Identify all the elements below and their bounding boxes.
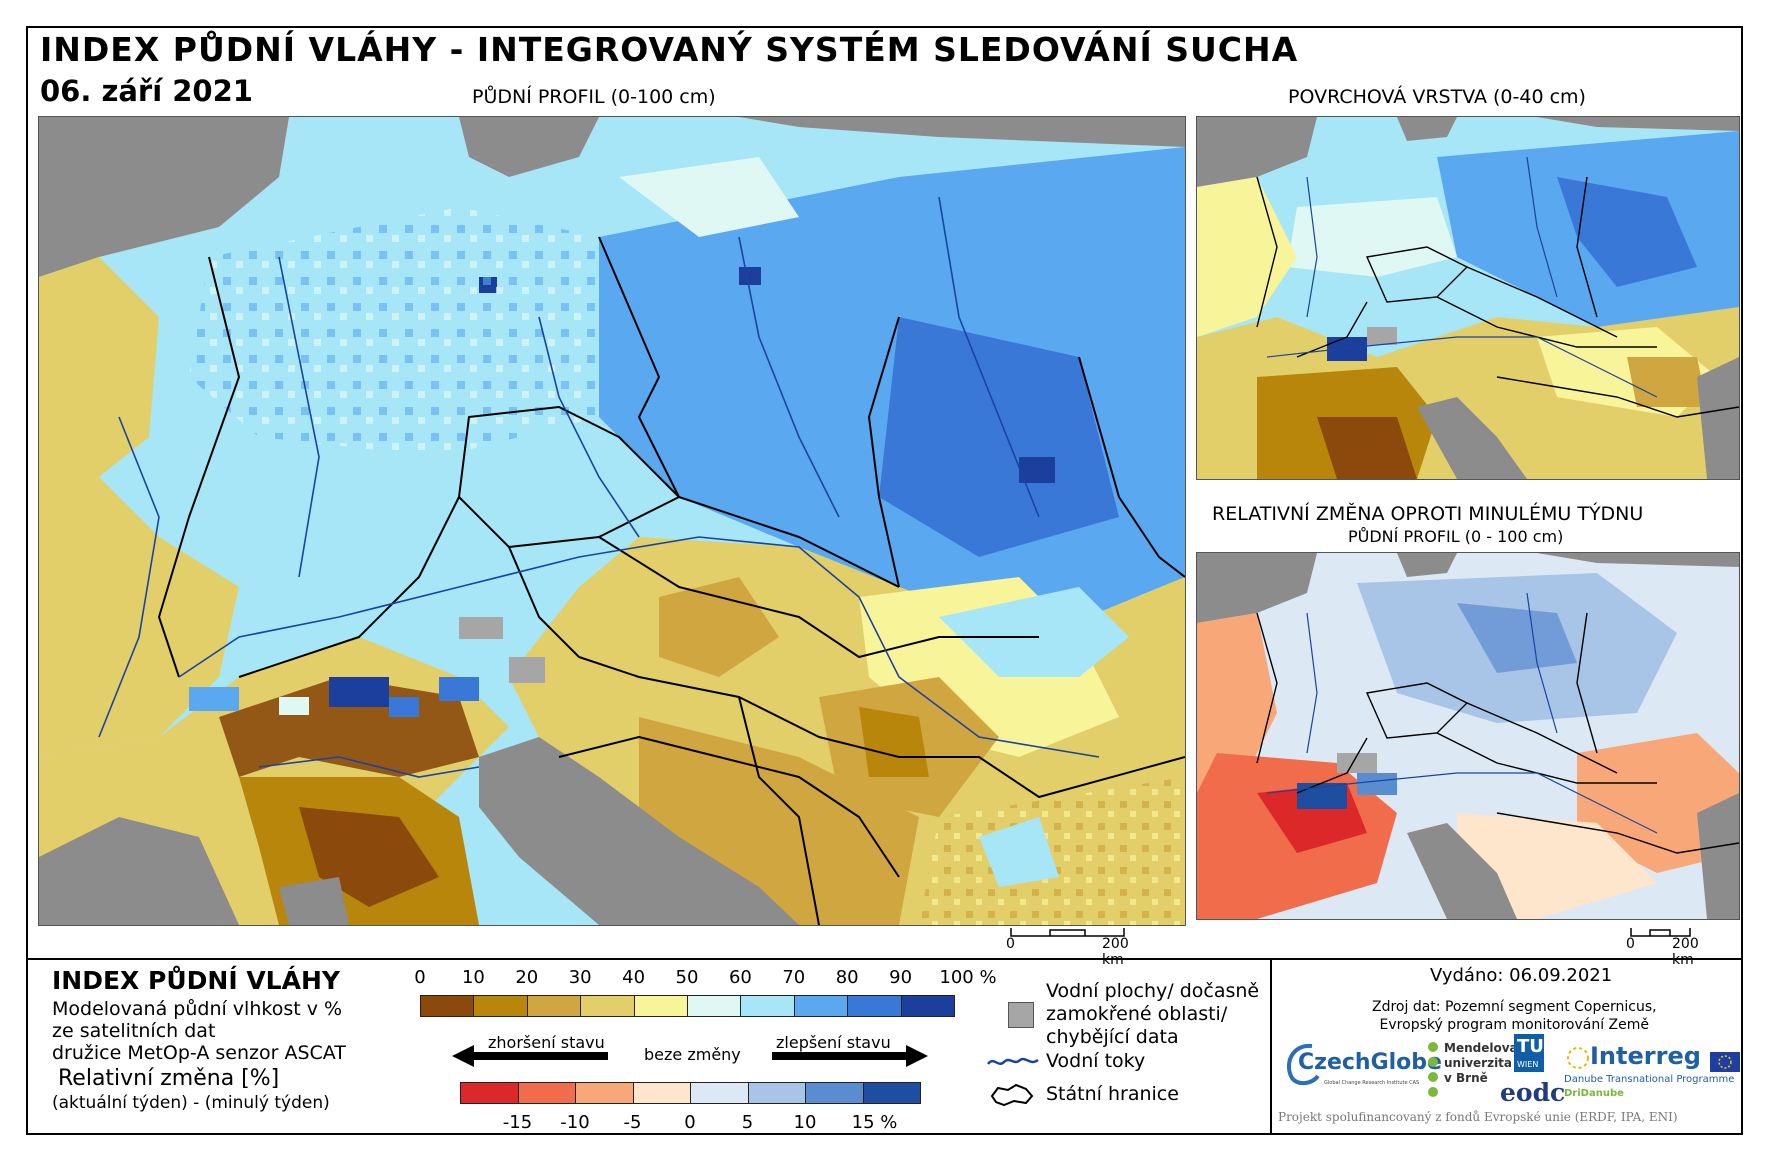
czechglobe-name: CzechGlobe	[1298, 1050, 1442, 1075]
index-swatch-3	[580, 995, 635, 1017]
data-source: Zdroj dat: Pozemní segment Copernicus, E…	[1372, 998, 1657, 1034]
index-tick-label: 90	[889, 967, 913, 988]
info-divider	[1270, 958, 1272, 1135]
main-scale-label: 200 km	[1102, 936, 1129, 968]
index-tick-label: 20	[515, 967, 539, 988]
change-swatch-6	[805, 1082, 864, 1104]
index-tick-label: 70	[782, 967, 806, 988]
change-swatch-4	[690, 1082, 749, 1104]
key-water-line2: zamokřené oblasti/	[1046, 1003, 1228, 1025]
change-map-sublabel: PŮDNÍ PROFIL (0 - 100 cm)	[1348, 527, 1564, 546]
change-tick-label: 10	[793, 1112, 817, 1133]
index-swatch-0	[420, 995, 475, 1017]
mendel-dots-icon	[1428, 1042, 1438, 1097]
worse-label: zhoršení stavu	[488, 1033, 605, 1052]
index-swatch-4	[633, 995, 688, 1017]
change-tick-label: 15 %	[851, 1112, 898, 1133]
main-map-label: PŮDNÍ PROFIL (0-100 cm)	[472, 86, 716, 108]
interreg-name: Interreg	[1590, 1042, 1701, 1070]
change-swatch-3	[632, 1082, 691, 1104]
mendel-line1: Mendelova	[1444, 1041, 1518, 1055]
index-swatch-2	[526, 995, 582, 1017]
tu-wien-sub: WIEN	[1517, 1060, 1539, 1069]
issue-date: 06. září 2021	[40, 74, 253, 108]
key-rivers: Vodní toky	[1046, 1050, 1146, 1072]
key-borders: Státní hranice	[1046, 1083, 1179, 1105]
index-swatch-6	[740, 995, 795, 1017]
index-tick-label: 50	[675, 967, 699, 988]
change-tick-label: 0	[684, 1112, 696, 1133]
issued-date: Vydáno: 06.09.2021	[1430, 965, 1613, 986]
key-water-line1: Vodní plochy/ dočasně	[1046, 980, 1260, 1002]
legend-divider	[26, 958, 1743, 960]
main-soil-moisture-map	[38, 116, 1186, 926]
better-label: zlepšení stavu	[776, 1033, 891, 1052]
key-water: Vodní plochy/ dočasně zamokřené oblasti/…	[1046, 980, 1259, 1049]
index-tick-label: 30	[568, 967, 592, 988]
dridanube-name: DriDanube	[1564, 1088, 1624, 1099]
change-tick-label: -15	[502, 1112, 533, 1133]
index-tick-label: 0	[414, 967, 426, 988]
surface-layer-map	[1196, 116, 1740, 480]
index-swatch-7	[793, 995, 849, 1017]
index-swatch-5	[687, 995, 742, 1017]
page-title: INDEX PŮDNÍ VLÁHY - INTEGROVANÝ SYSTÉM S…	[40, 30, 1299, 69]
relative-change-map	[1196, 552, 1740, 920]
index-swatch-9	[900, 995, 955, 1017]
small-scale-zero: 0	[1626, 936, 1635, 952]
czechglobe-swirl-icon	[1286, 1043, 1320, 1085]
eu-funding-note: Projekt spolufinancovaný z fondů Evropsk…	[1278, 1110, 1678, 1124]
small-scale-label: 200 km	[1672, 936, 1699, 968]
change-swatch-0	[460, 1082, 519, 1104]
tu-wien-logo: TU WIEN	[1514, 1034, 1544, 1072]
legend-description: Modelovaná půdní vlhkost v % ze satelitn…	[52, 998, 346, 1064]
missing-data-swatch	[1008, 1002, 1034, 1028]
mendel-line3: v Brně	[1444, 1071, 1488, 1085]
worse-arrow-icon	[452, 1045, 608, 1067]
index-swatch-8	[847, 995, 902, 1017]
change-swatch-7	[862, 1082, 921, 1104]
index-tick-label: 60	[728, 967, 752, 988]
czechglobe-subtitle: Global Change Research Institute CAS	[1324, 1080, 1420, 1086]
change-tick-label: -10	[560, 1112, 590, 1133]
change-tick-label: -5	[623, 1112, 642, 1133]
change-swatch-5	[747, 1082, 806, 1104]
surface-map-label: POVRCHOVÁ VRSTVA (0-40 cm)	[1288, 86, 1586, 108]
eu-flag-icon	[1710, 1052, 1740, 1072]
interreg-star-icon	[1567, 1047, 1589, 1069]
legend-desc-line2: ze satelitních dat	[52, 1020, 216, 1042]
change-swatch-1	[517, 1082, 576, 1104]
change-tick-label: 5	[741, 1112, 754, 1133]
relative-change-subtitle: (aktuální týden) - (minulý týden)	[52, 1093, 330, 1113]
index-tick-label: 80	[835, 967, 859, 988]
interreg-subtitle: Danube Transnational Programme	[1564, 1074, 1735, 1085]
relative-change-title: Relativní změna [%]	[58, 1066, 280, 1091]
no-change-label: beze změny	[644, 1045, 741, 1064]
legend-desc-line1: Modelovaná půdní vlhkost v %	[52, 998, 343, 1020]
eodc-logo: eodc	[1500, 1078, 1566, 1107]
change-map-label: RELATIVNÍ ZMĚNA OPROTI MINULÉMU TÝDNU	[1212, 503, 1644, 525]
better-arrow-icon	[772, 1045, 928, 1067]
key-water-line3: chybějící data	[1046, 1026, 1179, 1048]
index-tick-label: 10	[461, 967, 485, 988]
border-icon	[990, 1083, 1034, 1107]
legend-title: INDEX PŮDNÍ VLÁHY	[52, 966, 340, 995]
tu-wien-letters: TU	[1517, 1036, 1544, 1057]
mendel-line2: univerzita	[1444, 1056, 1513, 1070]
legend-desc-line3: družice MetOp-A senzor ASCAT	[52, 1042, 346, 1064]
main-scale-zero: 0	[1006, 936, 1015, 952]
river-icon	[987, 1057, 1039, 1065]
index-tick-label: 40	[622, 967, 646, 988]
index-tick-label: 100 %	[939, 967, 997, 988]
change-swatch-2	[575, 1082, 634, 1104]
index-swatch-1	[473, 995, 528, 1017]
source-line1: Zdroj dat: Pozemní segment Copernicus,	[1372, 999, 1657, 1015]
source-line2: Evropský program monitorování Země	[1379, 1017, 1649, 1033]
